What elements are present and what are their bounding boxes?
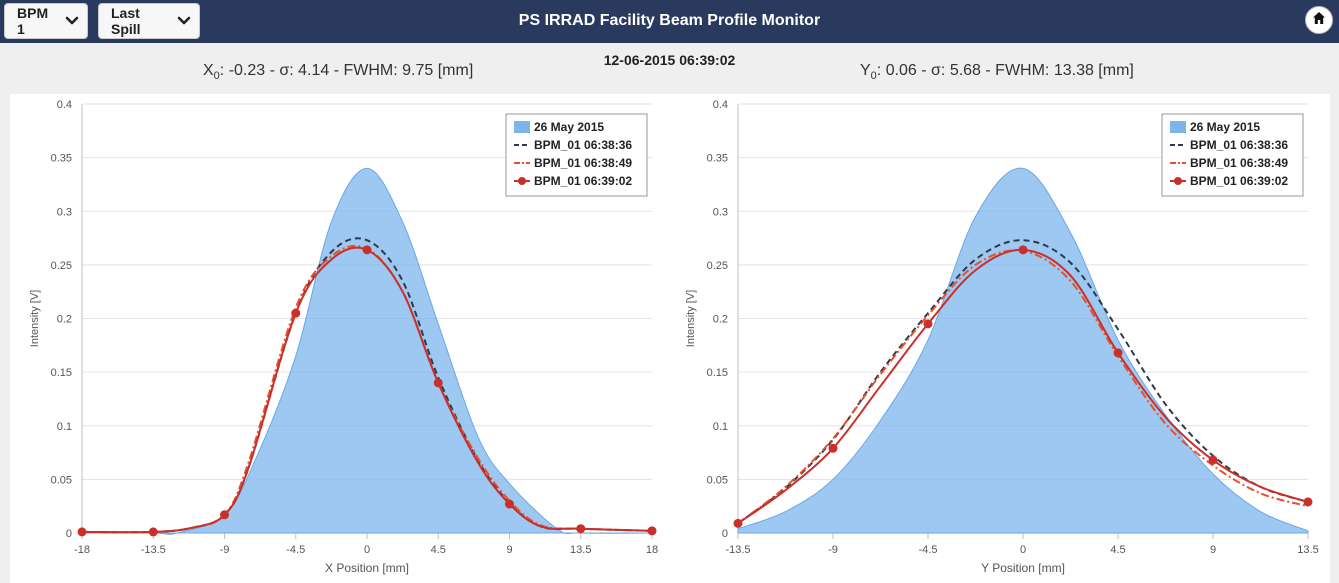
- y-tick-label: 0.1: [57, 421, 72, 433]
- y-tick-label: 0.3: [57, 206, 72, 218]
- x-tick-label: -9: [828, 544, 838, 556]
- series-area-reference: [737, 167, 1309, 534]
- data-point-marker: [1113, 348, 1123, 358]
- legend-label: BPM_01 06:39:02: [1190, 174, 1288, 188]
- data-point-marker: [77, 527, 87, 537]
- legend-label: 26 May 2015: [1190, 120, 1260, 134]
- data-point-marker: [733, 518, 743, 528]
- spill-select-label: Last Spill: [111, 5, 141, 37]
- x-profile-stats: X0: -0.23 - σ: 4.14 - FWHM: 9.75 [mm]: [203, 62, 474, 83]
- data-point-marker: [505, 499, 514, 509]
- y-tick-label: 0.05: [51, 474, 72, 486]
- y-tick-label: 0: [722, 528, 728, 540]
- legend-marker: [518, 177, 526, 185]
- top-bar: BPM 1 Last Spill PS IRRAD Facility Beam …: [0, 0, 1339, 43]
- y-axis-label: Intensity [V]: [29, 290, 41, 347]
- y-tick-label: 0.2: [713, 314, 728, 326]
- legend-label: BPM_01 06:38:49: [534, 156, 632, 170]
- y-tick-label: 0.1: [713, 421, 728, 433]
- x-tick-label: -13.5: [141, 544, 166, 556]
- data-point-marker: [828, 443, 838, 453]
- x-tick-label: 18: [646, 544, 658, 556]
- legend-label: BPM_01 06:39:02: [534, 174, 632, 188]
- legend-swatch: [1170, 121, 1186, 133]
- data-point-marker: [1018, 245, 1028, 255]
- y-tick-label: 0.2: [57, 314, 72, 326]
- x-tick-label: 4.5: [1110, 544, 1125, 556]
- x-tick-label: 0: [364, 544, 370, 556]
- data-point-marker: [1303, 497, 1313, 507]
- y-tick-label: 0.15: [707, 367, 728, 379]
- x-tick-label: 13.5: [570, 544, 591, 556]
- data-point-marker: [362, 245, 372, 255]
- y-profile-chart: 0 0.05 0.1 0.15 0.2 0.25 0.3 0.35 0.4 -13.5 -9 -4.5…: [666, 94, 1330, 583]
- data-point-marker: [923, 319, 933, 329]
- y-axis-label: Intensity [V]: [685, 290, 697, 347]
- x-axis-label: Y Position [mm]: [981, 561, 1065, 575]
- series-line-dashed: [81, 237, 653, 534]
- x-profile-chart: 0 0.05 0.1 0.15 0.2 0.25 0.3 0.35 0.4 -18 -13.5 -9 -…: [10, 94, 674, 583]
- legend-label: BPM_01 06:38:36: [1190, 138, 1288, 152]
- x-tick-label: 9: [1210, 544, 1216, 556]
- y-profile-chart-svg: 0 0.05 0.1 0.15 0.2 0.25 0.3 0.35 0.4 -13.5 -9 -4.5…: [685, 99, 1319, 575]
- y-tick-label: 0.25: [707, 260, 728, 272]
- x-tick-label: -13.5: [725, 544, 750, 556]
- x-tick-label: 0: [1020, 544, 1026, 556]
- chevron-down-icon: [177, 16, 191, 26]
- data-point-marker: [148, 527, 158, 537]
- x-profile-chart-svg: 0 0.05 0.1 0.15 0.2 0.25 0.3 0.35 0.4 -18 -13.5 -9 -…: [29, 99, 658, 575]
- y-tick-label: 0.05: [707, 474, 728, 486]
- data-point-marker: [576, 524, 586, 534]
- x-tick-label: 4.5: [431, 544, 446, 556]
- data-point-marker: [1208, 455, 1218, 465]
- x-tick-label: -4.5: [286, 544, 305, 556]
- y-tick-label: 0.25: [51, 260, 72, 272]
- y-profile-stats: Y0: 0.06 - σ: 5.68 - FWHM: 13.38 [mm]: [860, 62, 1134, 83]
- legend-swatch: [514, 121, 530, 133]
- chevron-down-icon: [65, 16, 79, 26]
- legend-label: BPM_01 06:38:36: [534, 138, 632, 152]
- data-point-marker: [433, 378, 443, 388]
- y-tick-label: 0.4: [57, 99, 72, 111]
- page-title: PS IRRAD Facility Beam Profile Monitor: [518, 12, 821, 29]
- spill-select-dropdown[interactable]: Last Spill: [98, 3, 200, 39]
- y-tick-label: 0.15: [51, 367, 72, 379]
- y-tick-label: 0.35: [707, 153, 728, 165]
- home-button[interactable]: [1305, 6, 1333, 34]
- x-tick-label: -9: [220, 544, 230, 556]
- x-tick-label: -18: [74, 544, 90, 556]
- timestamp: 12-06-2015 06:39:02: [603, 52, 736, 68]
- x-tick-label: -4.5: [919, 544, 938, 556]
- y-tick-label: 0.3: [713, 206, 728, 218]
- y-tick-label: 0.4: [713, 99, 728, 111]
- bpm-select-dropdown[interactable]: BPM 1: [4, 3, 88, 39]
- x-tick-label: 13.5: [1297, 544, 1318, 556]
- data-point-marker: [220, 510, 229, 520]
- data-point-marker: [647, 526, 657, 536]
- y-tick-label: 0: [66, 528, 72, 540]
- home-icon: [1312, 11, 1326, 30]
- legend-marker: [1174, 177, 1182, 185]
- x-axis-label: X Position [mm]: [325, 561, 409, 575]
- legend-label: BPM_01 06:38:49: [1190, 156, 1288, 170]
- data-point-marker: [291, 308, 301, 318]
- x-tick-label: 9: [506, 544, 512, 556]
- bpm-select-label: BPM 1: [17, 5, 49, 37]
- legend-label: 26 May 2015: [534, 120, 604, 134]
- y-tick-label: 0.35: [51, 153, 72, 165]
